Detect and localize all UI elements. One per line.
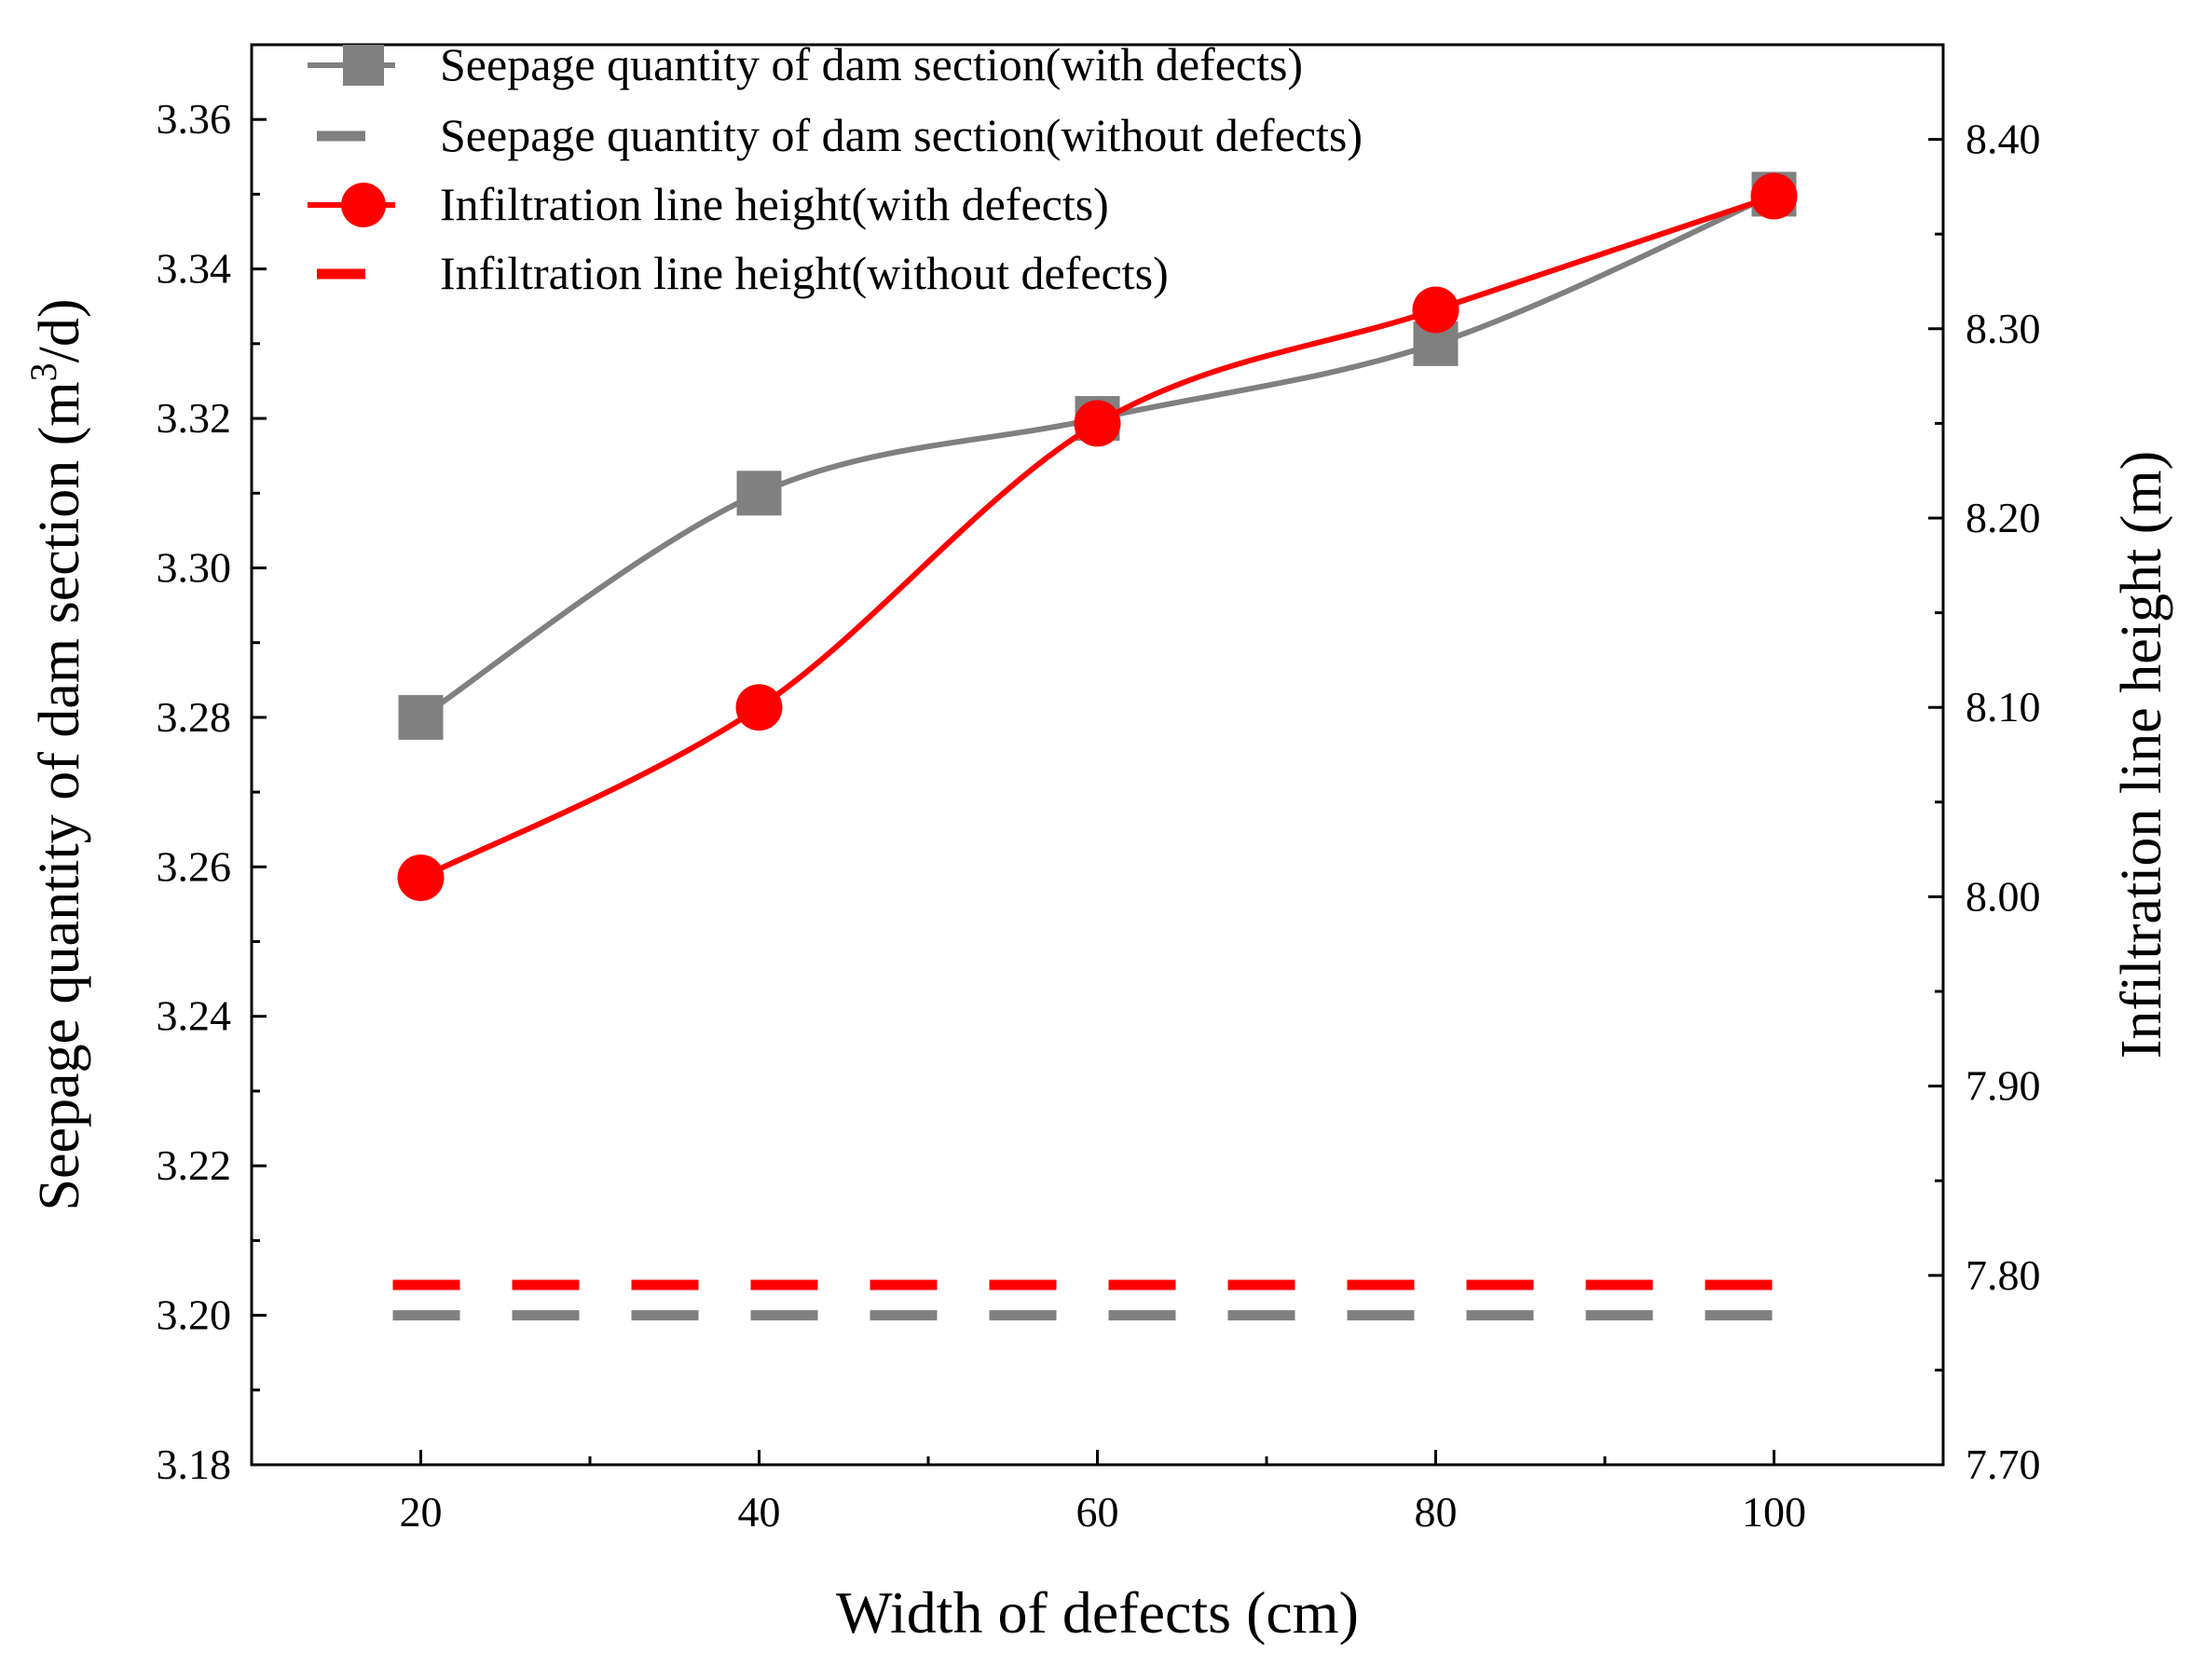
y-left-tick-label: 3.30	[157, 543, 232, 591]
y-left-tick-label: 3.26	[157, 842, 232, 890]
series-2-point	[1412, 286, 1459, 334]
y-right-tick-label: 7.80	[1966, 1251, 2041, 1299]
legend-label: Infiltration line height(without defects…	[440, 247, 1169, 299]
y-left-tick-label: 3.20	[157, 1291, 232, 1339]
series-0-point	[736, 471, 782, 516]
legend-label: Infiltration line height(with defects)	[440, 178, 1109, 230]
x-tick-label: 40	[738, 1488, 781, 1536]
y-left-tick-label: 3.28	[157, 693, 232, 741]
y-left-axis-title: Seepage quantity of dam section (m3/d)	[22, 298, 91, 1210]
x-tick-label: 60	[1076, 1488, 1119, 1536]
x-axis-title: Width of defects (cm)	[836, 1579, 1359, 1646]
legend: Seepage quantity of dam section(with def…	[308, 38, 1363, 299]
legend-label: Seepage quantity of dam section(without …	[440, 109, 1363, 161]
x-tick-label: 100	[1742, 1488, 1806, 1536]
y-left-tick-label: 3.32	[157, 394, 232, 442]
y-right-tick-label: 8.30	[1966, 305, 2041, 352]
y-right-tick-label: 7.90	[1966, 1062, 2041, 1110]
y-right-tick-label: 8.20	[1966, 494, 2041, 541]
y-right-axis-title: Infiltration line height (m)	[2110, 451, 2173, 1059]
series-0-point	[398, 694, 444, 740]
y-right-tick-label: 8.40	[1966, 116, 2041, 163]
y-left-tick-label: 3.34	[157, 245, 232, 293]
y-right-tick-label: 8.10	[1966, 683, 2041, 731]
y-left-tick-label: 3.22	[157, 1141, 232, 1189]
series-2-point	[1074, 400, 1121, 447]
y-left-tick-label: 3.36	[157, 95, 232, 143]
y-left-title-main: Seepage quantity of dam section (m	[28, 381, 91, 1210]
axes: 20 40 60 80 100 3.18 3.20 3.22 3.24 3.26 3.28 3.30 3…	[22, 43, 2173, 1646]
legend-swatch-marker	[341, 183, 386, 227]
y-left-title-superscript: 3	[22, 362, 64, 381]
x-tick-label: 80	[1415, 1488, 1458, 1536]
legend-swatch-marker	[343, 45, 384, 86]
series-2-point	[1750, 172, 1798, 220]
legend-label: Seepage quantity of dam section(with def…	[440, 38, 1303, 90]
y-right-tick-label: 8.00	[1966, 872, 2041, 920]
y-left-title-unit: /d)	[28, 298, 91, 362]
y-left-tick-label: 3.18	[157, 1441, 232, 1488]
series-2-point	[735, 684, 783, 731]
series-2-point	[397, 854, 445, 902]
x-tick-label: 20	[400, 1488, 443, 1536]
y-left-tick-label: 3.24	[157, 992, 232, 1040]
y-right-tick-label: 7.70	[1966, 1441, 2041, 1488]
series-layer	[392, 171, 1802, 1321]
